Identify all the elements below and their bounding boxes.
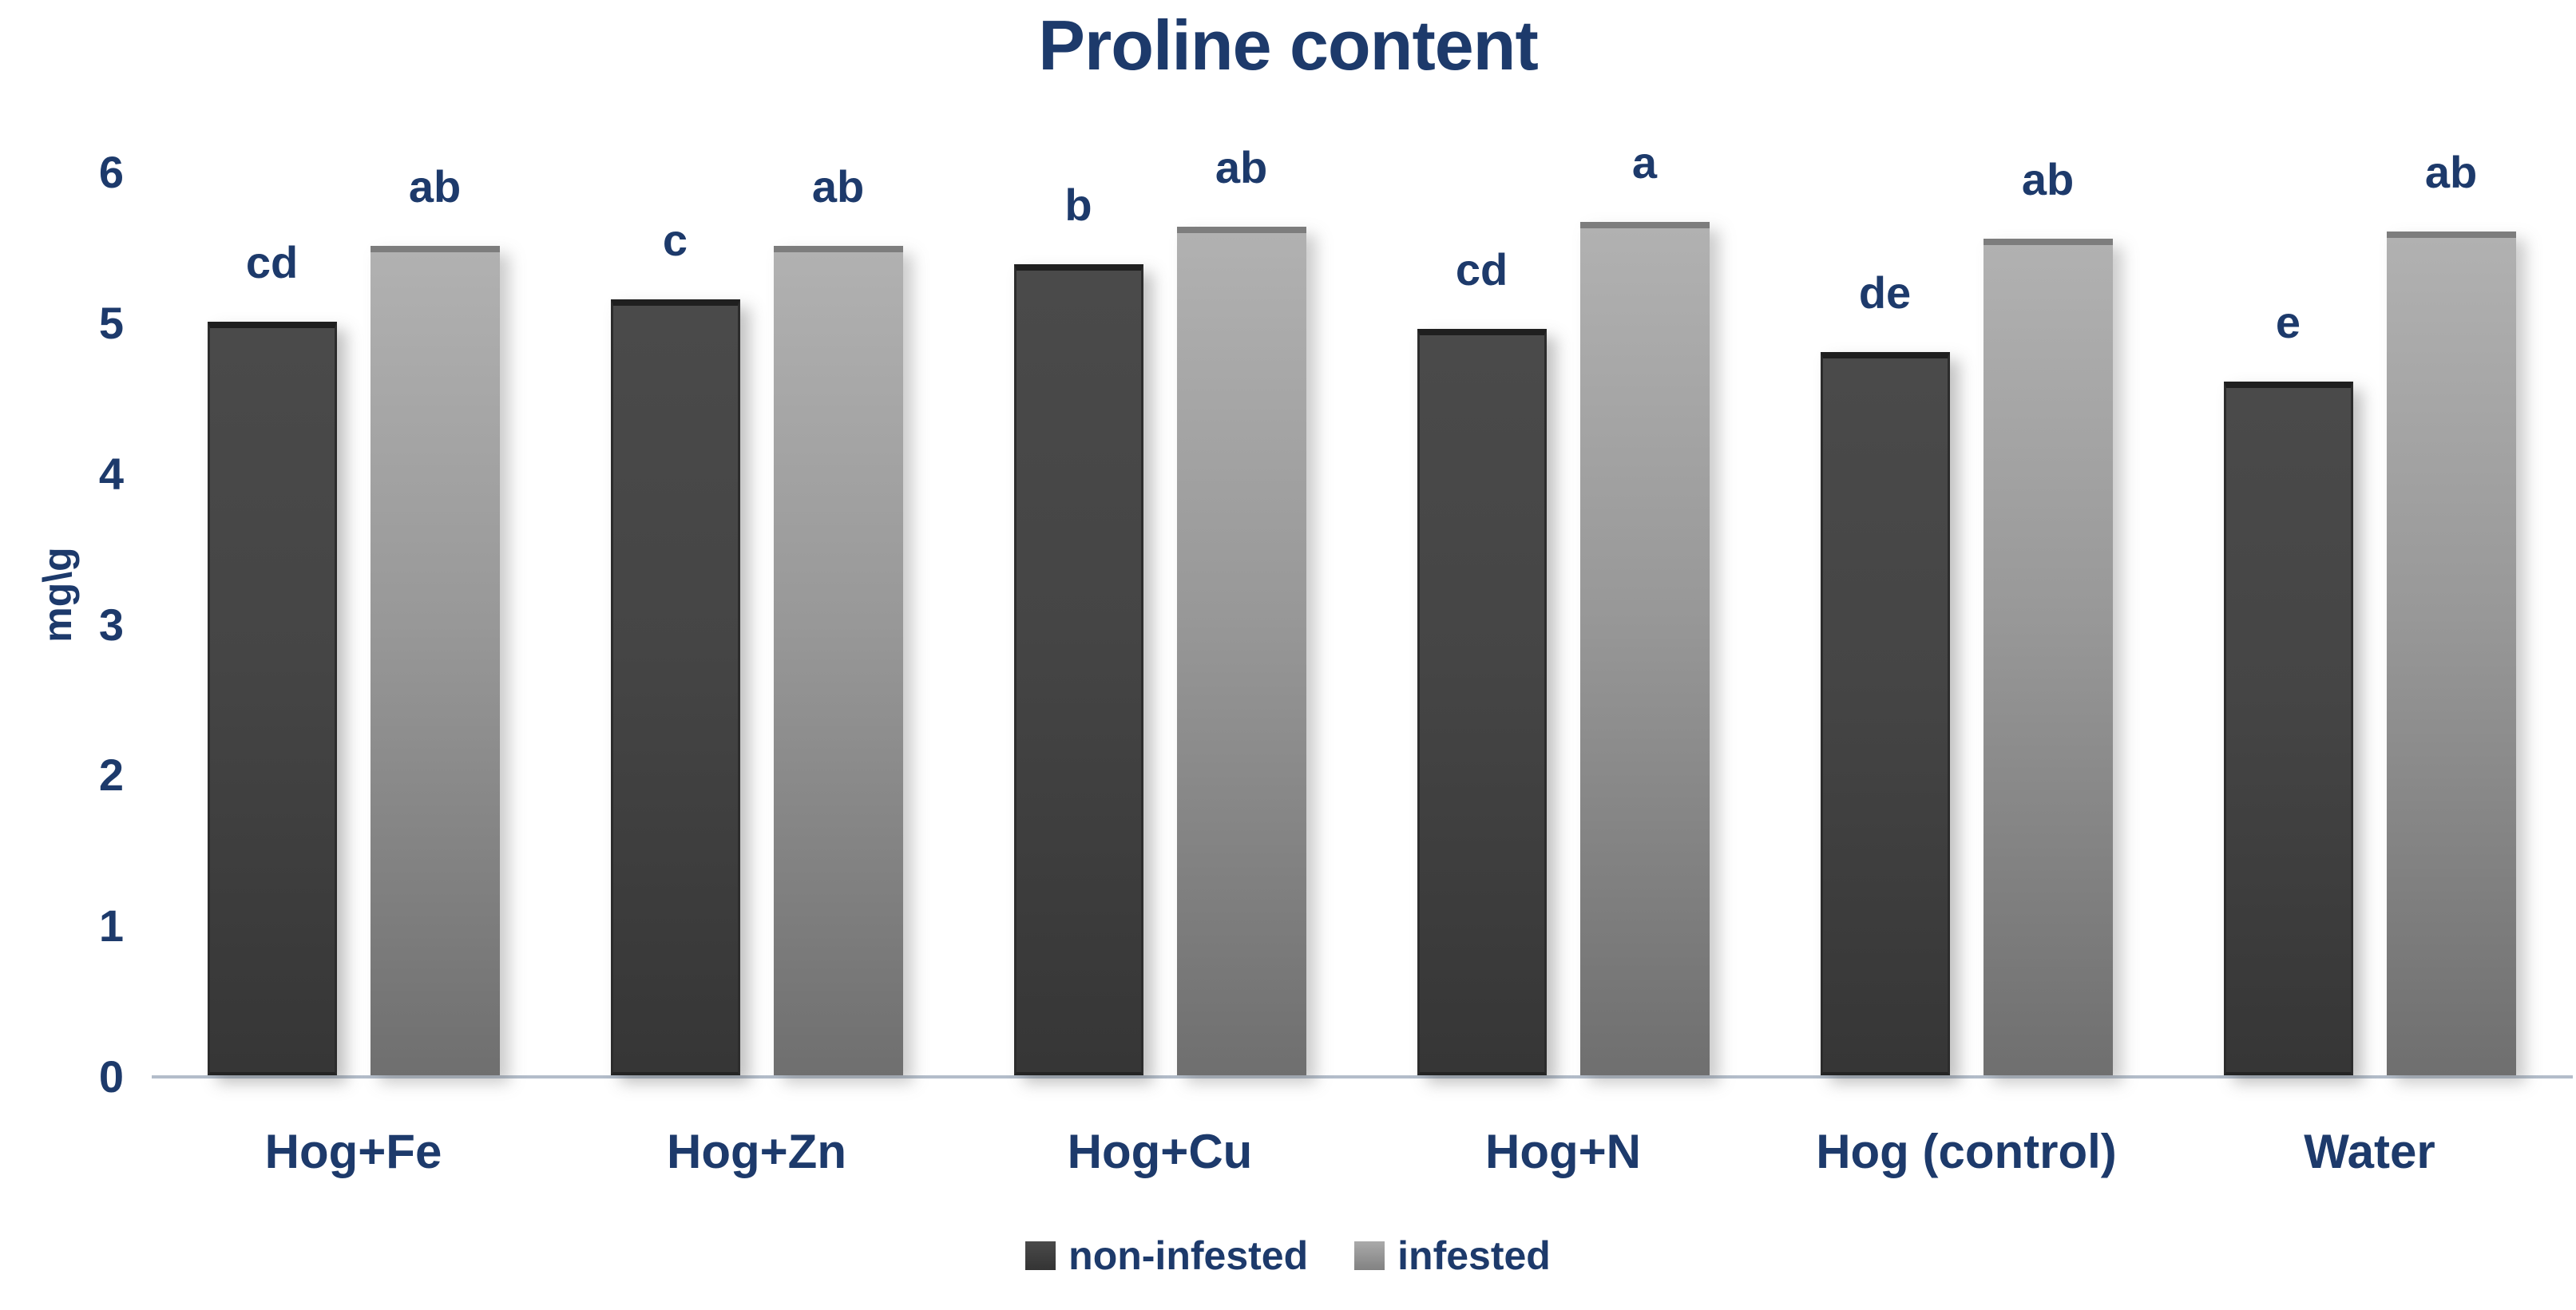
legend-item-non-infested: non-infested <box>1025 1236 1308 1276</box>
bar-column-infested: ab <box>370 161 500 1075</box>
bar-column-infested: ab <box>1983 154 2113 1075</box>
bar-column-infested: ab <box>773 161 903 1075</box>
non-infested-bar <box>207 322 337 1075</box>
y-tick-label: 1 <box>98 900 124 952</box>
significance-letter: a <box>1631 137 1658 188</box>
y-tick-label: 3 <box>98 599 124 650</box>
bar-column-non-infested: b <box>1013 180 1143 1075</box>
legend-swatch-icon <box>1025 1241 1056 1270</box>
bar-column-non-infested: e <box>2223 297 2353 1075</box>
bar-group: cd ab <box>152 164 555 1075</box>
x-category-label: Water <box>2304 1125 2435 1178</box>
bar-column-infested: ab <box>1176 142 1306 1075</box>
legend-item-infested: infested <box>1354 1236 1551 1276</box>
infested-bar <box>773 246 903 1075</box>
infested-bar <box>1579 222 1710 1075</box>
legend-swatch-icon <box>1354 1241 1385 1270</box>
significance-letter: ab <box>2424 147 2478 197</box>
y-tick-label: 0 <box>98 1051 124 1102</box>
bar-column-non-infested: c <box>610 215 740 1075</box>
y-tick-label: 2 <box>98 750 124 801</box>
bar-column-non-infested: cd <box>207 237 337 1075</box>
legend-label: infested <box>1397 1233 1551 1278</box>
bar-column-non-infested: cd <box>1417 247 1547 1075</box>
significance-letter: ab <box>2021 154 2075 204</box>
x-category-label: Hog (control) <box>1816 1125 2117 1178</box>
non-infested-bar <box>1820 352 1950 1075</box>
bar-group: c ab <box>555 164 958 1075</box>
infested-bar <box>1176 227 1306 1075</box>
significance-letter: cd <box>245 237 299 287</box>
y-tick-label: 6 <box>98 147 124 198</box>
legend-label: non-infested <box>1068 1233 1309 1278</box>
x-category-label: Hog+Cu <box>1067 1125 1253 1178</box>
bar-group: b ab <box>958 145 1361 1075</box>
bar-group: e ab <box>2168 150 2571 1075</box>
infested-bar <box>370 246 500 1075</box>
x-category-label: Hog+Zn <box>667 1125 846 1178</box>
x-category-label: Hog+Fe <box>264 1125 442 1178</box>
y-tick-label: 4 <box>98 448 124 499</box>
significance-letter: c <box>662 215 688 265</box>
non-infested-bar <box>1013 264 1143 1075</box>
x-axis-line <box>152 1075 2573 1078</box>
chart-title: Proline content <box>1038 6 1539 85</box>
significance-letter: ab <box>408 161 462 212</box>
infested-bar <box>1983 239 2113 1075</box>
infested-bar <box>2386 232 2516 1075</box>
bar-group: cd a <box>1361 140 1765 1075</box>
significance-letter: ab <box>1215 142 1268 192</box>
bar-column-non-infested: de <box>1820 267 1950 1075</box>
plot-area: cd ab c ab b ab cd a de ab e ab <box>152 140 2571 1075</box>
y-tick-label: 5 <box>98 297 124 348</box>
non-infested-bar <box>2223 382 2353 1075</box>
significance-letter: b <box>1064 180 1092 230</box>
x-axis-labels: Hog+Fe Hog+Zn Hog+Cu Hog+N Hog (control) Wate… <box>152 1124 2571 1179</box>
x-category-label: Hog+N <box>1485 1125 1641 1178</box>
bar-group: de ab <box>1765 157 2168 1075</box>
bar-column-infested: ab <box>2386 147 2516 1075</box>
significance-letter: ab <box>811 161 865 212</box>
non-infested-bar <box>1417 329 1547 1075</box>
significance-letter: de <box>1858 267 1912 318</box>
bar-column-infested: a <box>1579 137 1710 1075</box>
significance-letter: e <box>2275 297 2301 347</box>
significance-letter: cd <box>1455 244 1508 295</box>
legend: non-infested infested <box>0 1236 2576 1276</box>
non-infested-bar <box>610 299 740 1075</box>
